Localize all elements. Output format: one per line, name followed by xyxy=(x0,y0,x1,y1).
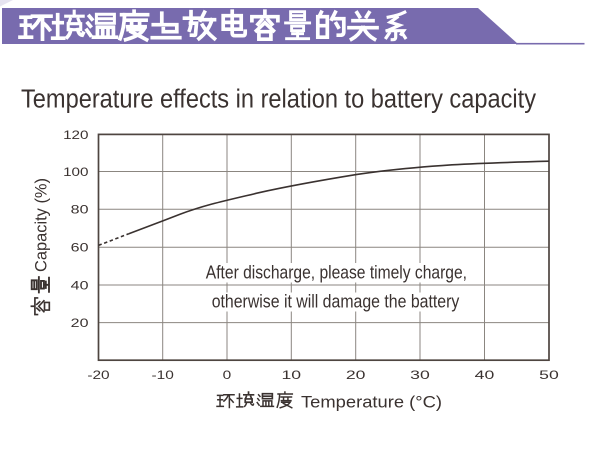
svg-text:60: 60 xyxy=(71,241,89,255)
svg-text:100: 100 xyxy=(63,165,89,179)
svg-text:50: 50 xyxy=(539,368,559,382)
svg-text:0: 0 xyxy=(223,368,232,382)
svg-text:80: 80 xyxy=(71,203,89,217)
svg-text:40: 40 xyxy=(475,368,495,382)
svg-text:After discharge, please timely: After discharge, please timely charge, xyxy=(206,262,467,283)
svg-text:20: 20 xyxy=(346,368,366,382)
svg-text:Capacity (%): Capacity (%) xyxy=(33,178,51,272)
svg-text:30: 30 xyxy=(410,368,430,382)
svg-text:-20: -20 xyxy=(87,368,109,382)
svg-text:Temperature effects in relatio: Temperature effects in relation to batte… xyxy=(21,85,536,113)
svg-text:40: 40 xyxy=(71,278,89,292)
svg-text:otherwise it will damage the b: otherwise it will damage the battery xyxy=(212,291,460,312)
svg-text:120: 120 xyxy=(63,128,89,142)
svg-text:Temperature (°C): Temperature (°C) xyxy=(301,393,442,411)
svg-text:10: 10 xyxy=(282,368,302,382)
svg-text:-10: -10 xyxy=(152,368,174,382)
svg-text:20: 20 xyxy=(71,316,89,330)
